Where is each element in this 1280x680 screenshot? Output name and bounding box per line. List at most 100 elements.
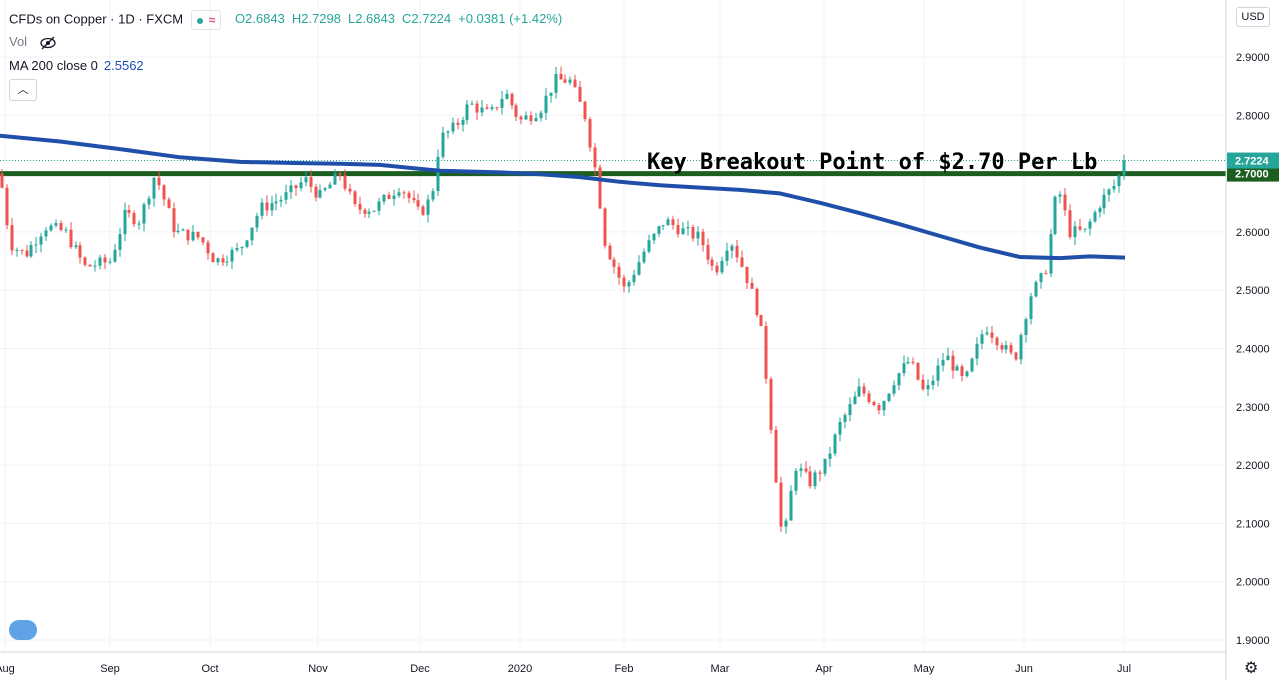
- x-tick-label: Jun: [1015, 663, 1033, 675]
- candle-body: [1009, 345, 1013, 353]
- candle-body: [416, 200, 420, 207]
- candle-body: [960, 366, 964, 377]
- tradingview-logo-icon[interactable]: [9, 620, 37, 640]
- candle-body: [818, 472, 822, 474]
- candle-body: [593, 147, 597, 168]
- candle-body: [206, 242, 210, 254]
- wave-icon: ≈: [208, 13, 216, 27]
- candle-body: [519, 116, 523, 120]
- candlestick-series: [0, 66, 1126, 534]
- candle-body: [392, 195, 396, 199]
- candle-body: [823, 458, 827, 474]
- eye-off-icon[interactable]: [39, 36, 57, 50]
- candle-body: [172, 208, 176, 232]
- candle-body: [720, 260, 724, 273]
- candle-body: [759, 314, 763, 327]
- candle-body: [544, 95, 548, 113]
- candle-body: [490, 107, 494, 109]
- y-tick-label: 2.0000: [1236, 577, 1270, 589]
- candle-body: [676, 225, 680, 235]
- candle-body: [59, 223, 63, 231]
- candle-body: [402, 192, 406, 194]
- candle-body: [808, 471, 812, 487]
- high-value: H2.7298: [291, 11, 341, 27]
- moving-average-200-line: [0, 133, 1126, 261]
- candle-body: [975, 343, 979, 359]
- candle-body: [833, 434, 837, 454]
- candle-body: [848, 404, 852, 416]
- candle-body: [755, 288, 759, 315]
- candle-body: [441, 132, 445, 157]
- candle-body: [784, 520, 788, 527]
- candle-body: [578, 86, 582, 102]
- candle-body: [446, 131, 450, 133]
- candle-body: [573, 79, 577, 87]
- candle-body: [1107, 189, 1111, 195]
- candle-body: [304, 177, 308, 183]
- candle-body: [318, 190, 322, 198]
- candle-body: [465, 104, 469, 120]
- candle-body: [612, 259, 616, 267]
- candle-body: [608, 245, 612, 260]
- candle-body: [461, 119, 465, 125]
- candle-body: [598, 167, 602, 209]
- x-tick-label: Apr: [815, 663, 832, 675]
- candle-body: [15, 249, 19, 251]
- candle-body: [470, 103, 474, 105]
- candle-body: [951, 355, 955, 371]
- candle-body: [789, 490, 793, 521]
- market-open-dot: [196, 17, 203, 24]
- x-tick-label: Nov: [308, 663, 328, 675]
- candle-body: [485, 107, 489, 109]
- candle-body: [627, 282, 631, 287]
- candle-body: [123, 209, 127, 235]
- candle-body: [838, 421, 842, 435]
- candle-body: [559, 73, 563, 80]
- candle-body: [563, 79, 567, 83]
- candle-body: [794, 470, 798, 491]
- candle-body: [147, 198, 151, 205]
- candle-body: [1053, 196, 1057, 235]
- candle-body: [343, 175, 347, 189]
- candle-body: [637, 262, 641, 275]
- candle-body: [1112, 186, 1116, 190]
- candle-body: [5, 187, 9, 226]
- collapse-legend-button[interactable]: ︿: [9, 79, 37, 101]
- volume-legend[interactable]: Vol: [9, 34, 57, 50]
- candle-body: [127, 209, 131, 213]
- candle-body: [906, 361, 910, 364]
- currency-button[interactable]: USD: [1236, 7, 1270, 27]
- y-tick-label: 2.2000: [1236, 460, 1270, 472]
- candle-body: [421, 206, 425, 215]
- ma-label: MA 200 close 0: [9, 58, 98, 73]
- candle-body: [54, 223, 58, 226]
- candle-body: [799, 468, 803, 471]
- candle-body: [549, 92, 553, 96]
- candle-body: [941, 360, 945, 366]
- candle-body: [642, 251, 646, 263]
- candle-body: [955, 366, 959, 371]
- candle-body: [348, 188, 352, 192]
- candle-body: [931, 380, 935, 386]
- chart-grid: [0, 0, 1226, 652]
- candle-body: [710, 259, 714, 266]
- candle-body: [294, 185, 298, 189]
- settings-gear-icon[interactable]: ⚙: [1244, 660, 1259, 677]
- candle-body: [407, 192, 411, 199]
- candle-body: [1024, 319, 1028, 335]
- symbol-title[interactable]: CFDs on Copper · 1D · FXCM: [9, 11, 184, 27]
- candle-body: [671, 219, 675, 226]
- candle-body: [696, 231, 700, 239]
- candle-body: [843, 415, 847, 422]
- candle-body: [1093, 212, 1097, 222]
- ma-legend[interactable]: MA 200 close 0 2.5562: [9, 58, 144, 73]
- candle-body: [412, 198, 416, 201]
- candle-body: [657, 226, 661, 234]
- candle-body: [338, 173, 342, 176]
- candle-body: [333, 173, 337, 185]
- market-status-badge[interactable]: ≈: [190, 10, 222, 30]
- x-tick-label: Feb: [615, 663, 634, 675]
- chart-annotation[interactable]: Key Breakout Point of $2.70 Per Lb: [647, 150, 1098, 175]
- candle-body: [725, 250, 729, 261]
